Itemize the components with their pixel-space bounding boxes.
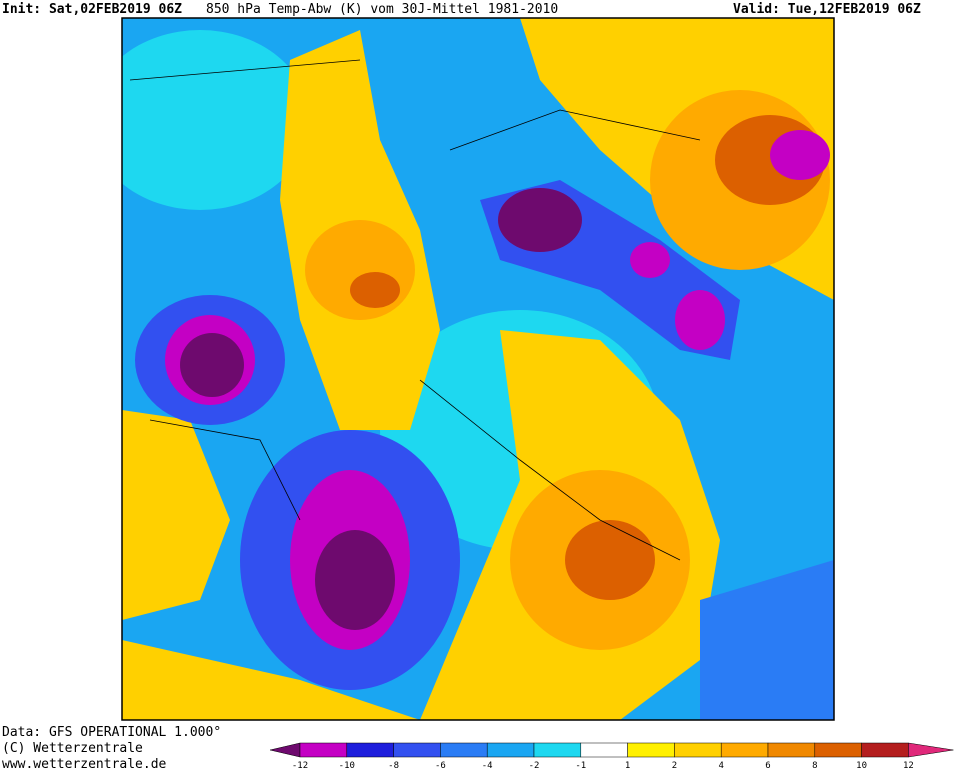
colorbar-segment bbox=[627, 742, 675, 758]
colorbar-tick-label: -2 bbox=[529, 761, 540, 770]
colorbar-tick-label: 4 bbox=[718, 761, 723, 770]
init-time: Init: Sat,02FEB2019 06Z bbox=[2, 2, 182, 17]
colorbar-tick-label: 6 bbox=[765, 761, 770, 770]
colorbar-tick-label: 1 bbox=[625, 761, 630, 770]
colorbar-tick-label: 12 bbox=[903, 761, 914, 770]
colorbar-segment bbox=[861, 742, 909, 758]
colorbar-segment bbox=[299, 742, 348, 758]
map-field bbox=[122, 18, 834, 720]
colorbar-tick-label: 2 bbox=[672, 761, 677, 770]
colorbar-segment bbox=[486, 742, 535, 758]
colorbar-tick-label: -6 bbox=[435, 761, 446, 770]
valid-time: Valid: Tue,12FEB2019 06Z bbox=[733, 2, 921, 17]
colorbar-high-end bbox=[908, 742, 954, 758]
colorbar-tick-label: -1 bbox=[575, 761, 586, 770]
colorbar-tick-label: -4 bbox=[482, 761, 493, 770]
colorbar-tick-label: 8 bbox=[812, 761, 817, 770]
copyright: (C) Wetterzentrale bbox=[2, 741, 143, 756]
data-source: Data: GFS OPERATIONAL 1.000° bbox=[2, 725, 221, 740]
colorbar-segment bbox=[393, 742, 441, 758]
colorbar-segment bbox=[767, 742, 816, 758]
colorbar-tick-label: -10 bbox=[339, 761, 355, 770]
colorbar-segment bbox=[674, 742, 722, 758]
colorbar-segment bbox=[533, 742, 582, 758]
colorbar-segment bbox=[440, 742, 488, 758]
colorbar-low-end bbox=[269, 742, 301, 758]
website: www.wetterzentrale.de bbox=[2, 757, 167, 770]
colorbar-segment bbox=[814, 742, 862, 758]
colorbar-segment bbox=[346, 742, 394, 758]
colorbar-segment bbox=[580, 742, 628, 758]
colorbar-tick-label: 10 bbox=[856, 761, 867, 770]
colorbar-tick-label: -12 bbox=[292, 761, 308, 770]
map-title: 850 hPa Temp-Abw (K) vom 30J-Mittel 1981… bbox=[206, 2, 558, 17]
colorbar-tick-label: -8 bbox=[388, 761, 399, 770]
colorbar: -12 -10 -8 -6 -4 -2 -1 1 2 4 6 8 10 12 bbox=[269, 742, 954, 770]
colorbar-segment bbox=[720, 742, 769, 758]
map-frame bbox=[121, 17, 835, 721]
